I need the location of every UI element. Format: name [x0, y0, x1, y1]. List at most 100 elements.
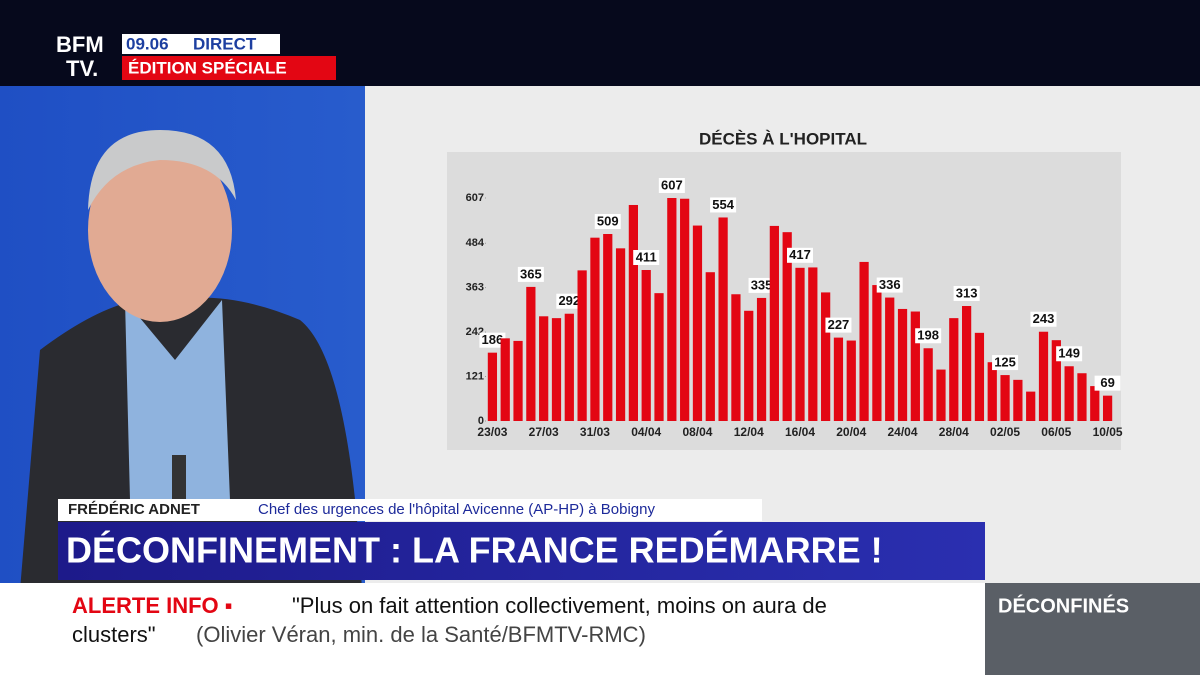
ticker-source: (Olivier Véran, min. de la Santé/BFMTV-R… [196, 622, 646, 647]
chart-title: DÉCÈS À L'HOPITAL [699, 129, 867, 148]
name-bar [58, 499, 762, 521]
value-label: 509 [597, 213, 619, 228]
bar [910, 311, 920, 421]
value-label: 292 [558, 293, 580, 308]
edition: ÉDITION SPÉCIALE [128, 58, 287, 77]
bar [628, 204, 639, 421]
x-tick-label: 28/04 [939, 425, 969, 439]
bar [1077, 373, 1087, 421]
chart: 012124236348460723/0318636527/0329231/03… [466, 177, 1123, 439]
bar [1102, 395, 1113, 421]
bar [513, 340, 523, 421]
bar [961, 306, 972, 421]
value-label: 149 [1058, 346, 1080, 361]
value-label: 69 [1100, 375, 1114, 390]
bar [885, 297, 895, 421]
x-tick-label: 02/05 [990, 425, 1020, 439]
value-label-box [658, 178, 685, 193]
value-label-box [479, 332, 506, 348]
value-label-box [748, 277, 775, 293]
presenter-head [88, 138, 232, 322]
x-tick-label: 24/04 [888, 425, 918, 439]
value-label-box [992, 355, 1019, 371]
y-tick-label: 121 [466, 370, 484, 382]
x-tick-label: 27/03 [529, 425, 559, 439]
edition-box [122, 56, 336, 80]
side-label: DÉCONFINÉS [998, 594, 1129, 617]
x-tick-label: 08/04 [682, 425, 712, 439]
bar [769, 225, 779, 421]
time: 09.06 [126, 34, 169, 53]
x-tick-label: 10/05 [1093, 425, 1123, 439]
value-label: 607 [661, 177, 683, 192]
ticker-bar [0, 583, 985, 675]
person-name: FRÉDÉRIC ADNET [68, 501, 200, 518]
bar [833, 337, 844, 421]
bar [808, 267, 818, 421]
bar [590, 237, 600, 421]
bar [744, 310, 754, 421]
bar [756, 297, 767, 421]
value-label-box [915, 328, 942, 344]
value-label: 198 [917, 328, 939, 343]
bar [615, 248, 626, 421]
x-tick-label: 23/03 [477, 425, 507, 439]
value-label-box [517, 266, 544, 282]
bar [1090, 386, 1100, 421]
value-label-box [1030, 311, 1057, 327]
value-label: 125 [994, 355, 1016, 370]
logo-bottom: TV. [66, 56, 98, 81]
value-label-box [1094, 375, 1121, 391]
bar [949, 318, 959, 421]
bar [1051, 340, 1061, 421]
bar [577, 270, 587, 421]
bar [821, 292, 831, 421]
value-label-box [787, 247, 813, 263]
bar [897, 308, 908, 421]
value-label: 243 [1033, 311, 1055, 326]
bar [923, 348, 933, 421]
bar [987, 362, 997, 421]
ticker-tag: ALERTE INFO ▪ [72, 593, 233, 618]
value-label-box [633, 250, 660, 266]
value-label: 554 [712, 197, 734, 212]
live: DIRECT [193, 34, 257, 53]
headline-bar [58, 522, 985, 580]
x-tick-label: 04/04 [631, 425, 661, 439]
value-label: 411 [636, 249, 657, 264]
bar [526, 286, 536, 421]
logo-top: BFM [56, 32, 104, 57]
ticker-line1: "Plus on fait attention collectivement, … [292, 593, 827, 618]
bar [705, 272, 715, 421]
value-label: 336 [879, 277, 901, 292]
bar [1064, 366, 1074, 421]
x-tick-label: 20/04 [836, 425, 866, 439]
value-label-box [594, 214, 621, 230]
bar [654, 293, 664, 421]
bar [680, 198, 690, 421]
bar [1038, 331, 1049, 421]
bar [641, 270, 651, 421]
bar [564, 313, 574, 421]
bar [795, 267, 805, 421]
bar [1013, 379, 1023, 421]
person-role: Chef des urgences de l'hôpital Avicenne … [258, 501, 655, 518]
value-label-box [710, 197, 737, 213]
presenter-shirt [125, 300, 230, 500]
value-label-box [556, 293, 583, 309]
bar [551, 318, 562, 421]
bar [487, 352, 498, 421]
presenter-hair [88, 130, 236, 210]
x-tick-label: 12/04 [734, 425, 764, 439]
y-tick-label: 607 [466, 192, 484, 204]
bar [718, 217, 728, 421]
bar [667, 198, 677, 421]
bar [500, 338, 510, 421]
value-label: 313 [956, 285, 978, 300]
bar [936, 369, 946, 421]
value-label-box [876, 277, 903, 293]
logo-box [55, 32, 119, 82]
ticker-quote-end: clusters" [72, 622, 156, 647]
value-label-box [1056, 346, 1083, 362]
